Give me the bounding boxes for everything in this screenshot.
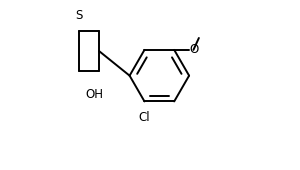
Text: S: S	[75, 9, 82, 22]
Text: O: O	[190, 43, 199, 56]
Text: OH: OH	[86, 88, 104, 101]
Text: Cl: Cl	[139, 111, 150, 124]
